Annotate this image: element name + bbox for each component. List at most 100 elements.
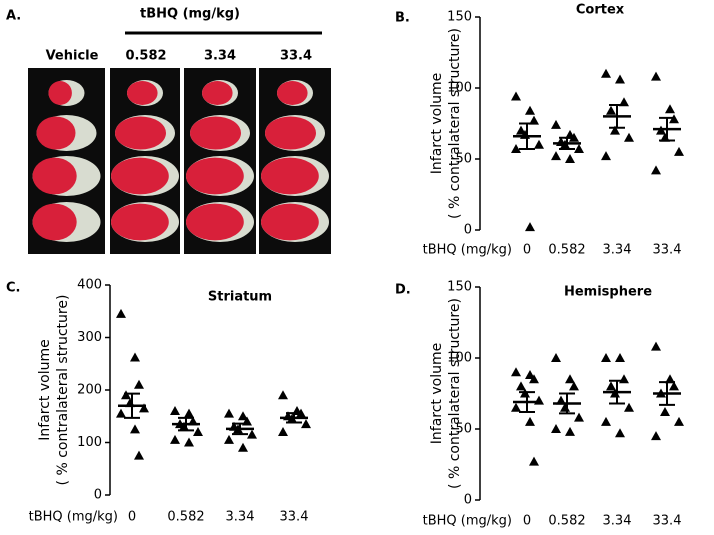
sem-error-bar [232, 422, 248, 436]
data-point [529, 456, 539, 466]
data-point [170, 406, 180, 415]
data-point [665, 374, 675, 384]
data-point [624, 402, 634, 412]
y-tick-label: 100 [447, 81, 472, 96]
data-point [674, 146, 684, 156]
panel-label: C. [6, 281, 20, 296]
panel-header: tBHQ (mg/kg) [140, 7, 240, 22]
data-point [551, 119, 561, 129]
y-tick-label: 0 [464, 223, 472, 238]
data-point [615, 353, 625, 362]
infarct-area [36, 116, 76, 150]
data-point [529, 374, 539, 384]
panel-a: A. tBHQ (mg/kg) Vehicle 0.582 3.34 33.4 [6, 7, 331, 254]
data-point [601, 68, 611, 78]
chart-title: Cortex [576, 3, 625, 18]
x-tick-label: 0.582 [548, 514, 585, 529]
x-axis-label: tBHQ (mg/kg) [29, 510, 118, 525]
data-point [565, 374, 575, 384]
data-point [301, 419, 311, 429]
data-point [134, 379, 144, 389]
infarct-area [261, 157, 319, 195]
data-point [525, 416, 535, 426]
sem-error-bar [659, 116, 675, 142]
data-point [525, 370, 535, 380]
data-point [551, 424, 561, 433]
data-point [116, 308, 126, 318]
data-point [516, 381, 526, 391]
data-point [130, 352, 140, 362]
sem-error-bar [609, 104, 625, 129]
column-label: 0.582 [125, 49, 166, 64]
chart-title: Hemisphere [564, 285, 652, 300]
infarct-area [277, 81, 308, 105]
y-tick-label: 400 [77, 278, 102, 293]
panel-label: B. [395, 11, 410, 26]
sem-error-bar [178, 416, 194, 432]
y-axis-label: Infarct volume [429, 73, 445, 174]
sem-error-bar [124, 392, 140, 419]
y-axis-sublabel: ( % contralateral structure) [447, 298, 463, 489]
data-point [525, 222, 535, 232]
brain-slice-photos [28, 68, 331, 254]
data-point [247, 429, 257, 439]
y-tick-label: 200 [77, 383, 102, 398]
data-point [121, 390, 131, 400]
data-point [170, 434, 180, 444]
data-point [516, 125, 526, 135]
data-point [193, 427, 203, 436]
infarct-area [261, 203, 319, 241]
infarct-area [265, 116, 316, 150]
panel-label: D. [395, 283, 411, 298]
sem-error-bar [286, 412, 302, 424]
data-point [619, 97, 629, 107]
data-point [660, 406, 670, 416]
y-tick-label: 0 [94, 488, 102, 503]
data-point [665, 104, 675, 114]
x-tick-label: 3.34 [603, 243, 632, 258]
y-tick-label: 0 [464, 493, 472, 508]
data-point [551, 151, 561, 161]
data-point [601, 416, 611, 426]
data-point [565, 154, 575, 163]
data-point [619, 374, 629, 384]
data-point [511, 367, 521, 377]
data-point [511, 91, 521, 101]
infarct-area [186, 203, 244, 241]
data-point [651, 165, 661, 175]
data-point [615, 74, 625, 84]
y-tick-label: 300 [77, 330, 102, 345]
x-tick-label: 0.582 [548, 243, 585, 258]
sem-error-bar [559, 136, 575, 151]
infarct-area [127, 81, 158, 105]
x-tick-label: 0.582 [167, 510, 204, 525]
infarct-area [202, 81, 233, 105]
infarct-area [110, 203, 169, 241]
data-point [669, 381, 679, 391]
data-point [224, 434, 234, 444]
x-axis-label: tBHQ (mg/kg) [423, 243, 512, 258]
y-tick-label: 100 [77, 435, 102, 450]
y-axis-sublabel: ( % contralateral structure) [55, 295, 71, 486]
sem-error-bar [659, 381, 675, 406]
data-point [624, 132, 634, 142]
data-point [116, 408, 126, 418]
data-point [606, 381, 616, 391]
scatter-panel: C. Striatum Infarct volume( % contralatera… [6, 278, 311, 525]
data-point [551, 353, 561, 362]
panel-label: A. [6, 9, 21, 24]
x-tick-label: 0 [523, 243, 531, 258]
x-tick-label: 33.4 [280, 510, 309, 525]
data-point [651, 431, 661, 441]
y-axis-label: Infarct volume [37, 339, 53, 440]
data-point [278, 427, 288, 436]
infarct-area [186, 157, 244, 195]
y-tick-label: 150 [447, 10, 472, 25]
y-axis-sublabel: ( % contralateral structure) [447, 28, 463, 219]
data-point [130, 424, 140, 434]
data-point [525, 105, 535, 115]
chart-title: Striatum [208, 290, 272, 305]
x-tick-label: 3.34 [603, 514, 632, 529]
data-point [610, 125, 620, 135]
data-point [134, 450, 144, 460]
